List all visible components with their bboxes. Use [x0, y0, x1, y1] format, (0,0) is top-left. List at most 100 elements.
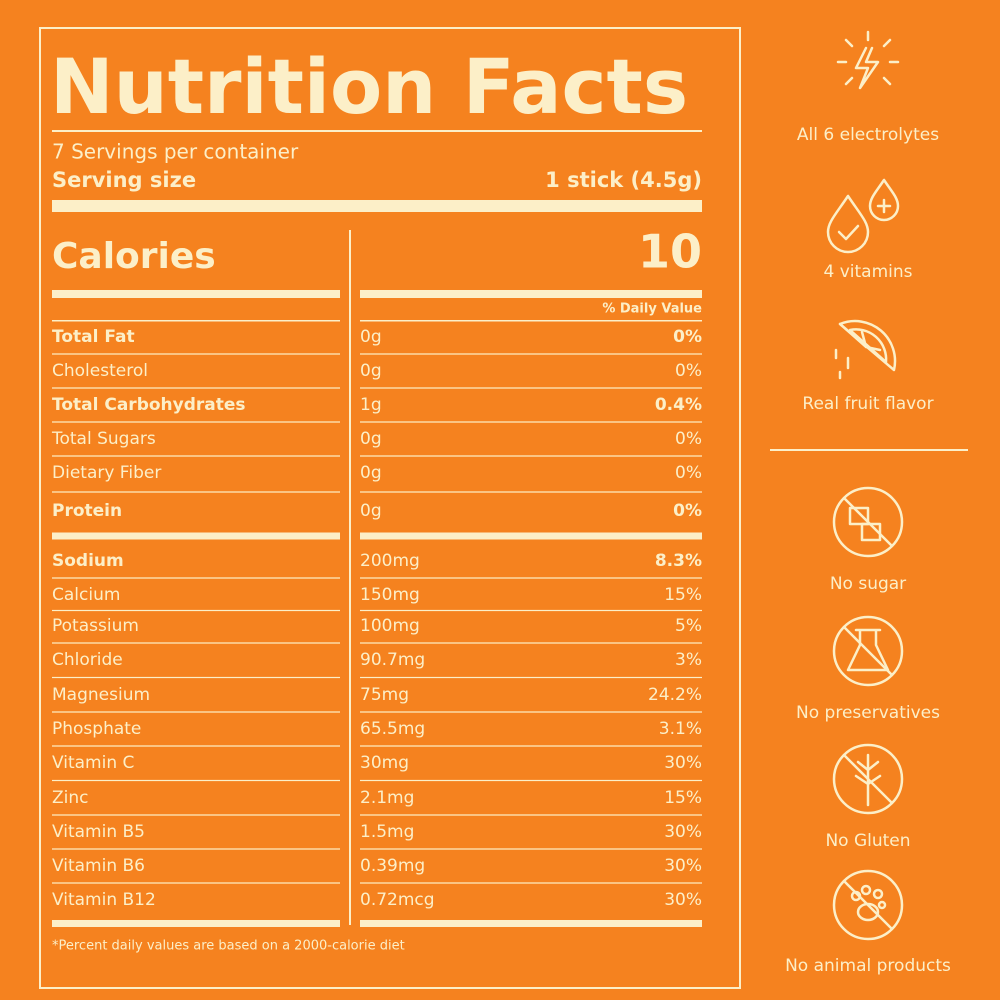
serving-size-value: 1 stick (4.5g): [545, 168, 702, 192]
nutrient-name: Cholesterol: [52, 361, 148, 381]
row-rule: [52, 353, 340, 355]
icon-fruit: [834, 319, 897, 380]
nutrient-dv: 0.4%: [655, 395, 702, 415]
servings: 7 Servings per container: [52, 140, 299, 164]
nutrient-name: Chloride: [52, 650, 123, 670]
thick-rule: [52, 200, 702, 212]
row-rule: [360, 848, 702, 850]
icon-no-gluten: [832, 743, 904, 815]
thick-rule: [360, 290, 702, 298]
footnote: *Percent daily values are based on a 200…: [52, 939, 405, 954]
row-rule: [360, 609, 702, 612]
nutrient-dv: 0%: [675, 463, 702, 483]
icon-no-sugar: [832, 486, 904, 558]
thick-rule: [52, 532, 340, 540]
rule: [360, 320, 702, 322]
row-rule: [360, 711, 702, 713]
feature-label: Real fruit flavor: [802, 394, 933, 414]
row-rule: [52, 609, 340, 612]
thick-rule: [360, 532, 702, 540]
daily-value-header: % Daily Value: [602, 302, 702, 317]
feature-label: No preservatives: [796, 703, 940, 723]
title: Nutrition Facts: [50, 42, 688, 131]
row-rule: [52, 779, 340, 782]
nutrient-dv: 15%: [664, 788, 702, 808]
nutrient-amount: 65.5mg: [360, 719, 425, 739]
nutrient-name: Magnesium: [52, 685, 150, 705]
icon-drops: [826, 178, 900, 254]
label-frame: [39, 27, 741, 989]
nutrient-name: Phosphate: [52, 719, 141, 739]
feature-label: 4 vitamins: [823, 262, 912, 282]
nutrient-dv: 0%: [673, 501, 702, 521]
row-rule: [360, 491, 702, 493]
row-rule: [360, 577, 702, 579]
thick-rule: [360, 920, 702, 927]
nutrient-name: Total Sugars: [51, 429, 156, 449]
serving-size-label: Serving size: [52, 168, 196, 192]
nutrient-dv: 5%: [675, 616, 702, 636]
row-rule: [360, 745, 702, 747]
features: All 6 electrolytes 4 vitamins Real fruit f…: [785, 125, 951, 976]
row-rule: [52, 387, 340, 389]
nutrient-amount: 0.72mcg: [360, 890, 435, 910]
nutrient-name: Total Fat: [52, 327, 135, 347]
nutrient-amount: 0.39mg: [360, 856, 425, 876]
nutrient-dv: 0%: [673, 327, 702, 347]
row-rule: [360, 353, 702, 355]
row-rule: [360, 387, 702, 389]
nutrient-dv: 30%: [664, 856, 702, 876]
rule: [52, 130, 702, 132]
row-rule: [52, 745, 340, 747]
nutrient-amount: 0g: [360, 429, 382, 449]
row-rule: [52, 491, 340, 493]
nutrient-name: Vitamin C: [52, 753, 134, 773]
nutrient-name: Total Carbohydrates: [52, 395, 246, 415]
calories-value: 10: [638, 225, 702, 279]
nutrient-dv: 15%: [664, 585, 702, 605]
row-rule: [52, 455, 340, 457]
icon-no-preservatives: [832, 615, 904, 687]
icon-bolt: [836, 30, 900, 90]
nutrient-amount: 30mg: [360, 753, 409, 773]
nutrient-dv: 3%: [675, 650, 702, 670]
nutrient-name: Vitamin B6: [52, 856, 145, 876]
row-rule: [52, 882, 340, 884]
nutrient-amount: 1.5mg: [360, 822, 414, 842]
rows: Total Fat 0g 0% Cholesterol 0g 0% Total Carboh…: [51, 327, 702, 910]
thick-rule: [52, 290, 340, 298]
row-rule: [52, 814, 340, 816]
nutrient-name: Protein: [52, 501, 122, 521]
row-rule: [52, 676, 340, 679]
nutrient-amount: 200mg: [360, 551, 420, 571]
nutrient-dv: 3.1%: [659, 719, 702, 739]
nutrient-amount: 90.7mg: [360, 650, 425, 670]
nutrient-amount: 0g: [360, 361, 382, 381]
row-rule: [52, 577, 340, 579]
nutrient-amount: 2.1mg: [360, 788, 414, 808]
nutrient-name: Zinc: [52, 788, 89, 808]
column-divider: [349, 230, 351, 925]
nutrient-amount: 75mg: [360, 685, 409, 705]
thick-rule: [52, 920, 340, 927]
rule: [52, 320, 340, 322]
nutrient-dv: 30%: [664, 890, 702, 910]
row-rule: [360, 642, 702, 644]
row-rule: [360, 882, 702, 884]
feature-label: All 6 electrolytes: [797, 125, 939, 145]
row-rule: [52, 421, 340, 423]
nutrient-name: Potassium: [52, 616, 139, 636]
row-rule: [360, 814, 702, 816]
calories-label: Calories: [52, 236, 216, 277]
nutrient-amount: 150mg: [360, 585, 420, 605]
nutrient-name: Dietary Fiber: [52, 463, 161, 483]
row-rule: [52, 642, 340, 644]
feature-label: No sugar: [830, 574, 906, 594]
row-rule: [52, 711, 340, 713]
nutrient-name: Sodium: [52, 551, 124, 571]
nutrient-dv: 8.3%: [655, 551, 702, 571]
nutrient-amount: 0g: [360, 327, 382, 347]
nutrient-dv: 24.2%: [648, 685, 702, 705]
nutrient-name: Calcium: [52, 585, 120, 605]
